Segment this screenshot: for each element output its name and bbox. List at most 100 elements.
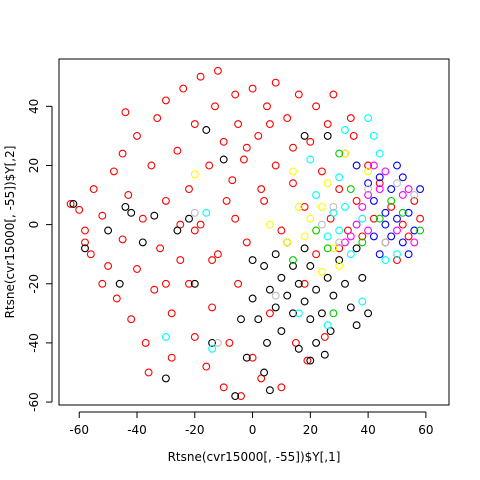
data-point	[202, 126, 211, 134]
data-point	[260, 368, 269, 377]
data-point	[381, 256, 390, 265]
data-point	[231, 90, 240, 99]
data-point	[364, 191, 373, 199]
data-point	[364, 226, 373, 235]
data-point	[277, 327, 286, 336]
data-point	[317, 309, 326, 318]
data-point	[323, 120, 332, 129]
data-point	[369, 161, 378, 170]
data-point	[260, 262, 269, 270]
data-point	[121, 202, 130, 211]
data-point	[208, 344, 217, 353]
data-point	[393, 214, 401, 223]
data-point	[150, 211, 159, 220]
data-point	[335, 173, 344, 182]
data-point	[306, 155, 315, 164]
data-point	[358, 202, 367, 211]
data-point	[190, 170, 199, 179]
data-point	[260, 196, 269, 205]
data-point	[234, 279, 243, 288]
y-tick-label: 0	[27, 221, 41, 229]
data-point	[381, 220, 390, 229]
data-point	[387, 196, 396, 205]
data-point	[294, 279, 303, 288]
data-point	[133, 131, 141, 140]
x-axis: -60 -40 -20 0 20 40 60	[69, 411, 434, 437]
data-point	[254, 131, 263, 140]
x-tick-label: -20	[185, 423, 205, 437]
data-point	[387, 185, 396, 194]
data-point	[375, 173, 384, 182]
data-point	[118, 149, 127, 158]
data-point	[329, 291, 338, 300]
data-point	[352, 321, 361, 330]
data-point	[213, 66, 222, 75]
data-point	[404, 208, 413, 217]
data-point	[317, 220, 326, 229]
data-point	[161, 374, 170, 383]
data-point	[320, 350, 329, 359]
data-point	[387, 202, 396, 211]
data-point	[393, 250, 401, 259]
data-point	[225, 338, 234, 347]
data-point	[375, 179, 384, 188]
data-point	[144, 368, 153, 377]
data-point	[75, 205, 84, 214]
data-point	[346, 303, 355, 312]
data-point	[69, 199, 78, 208]
data-point	[381, 238, 390, 247]
data-point	[375, 149, 384, 158]
data-point	[349, 131, 358, 140]
y-axis: -60 -40 -20 0 20 40	[27, 99, 53, 412]
data-point	[335, 244, 344, 253]
data-point	[81, 238, 89, 247]
data-point	[393, 161, 401, 170]
data-point	[364, 179, 373, 188]
data-point	[242, 143, 251, 152]
data-point	[277, 383, 286, 392]
data-point	[283, 291, 292, 300]
x-tick-label: -40	[127, 423, 147, 437]
data-point	[300, 279, 309, 288]
x-tick-label: 20	[303, 423, 318, 437]
data-point	[121, 108, 130, 117]
data-point	[329, 202, 338, 211]
data-point	[398, 208, 407, 217]
data-point	[167, 309, 176, 318]
data-point	[375, 185, 384, 194]
data-point	[205, 161, 214, 170]
data-point	[410, 191, 419, 199]
data-point	[109, 167, 118, 176]
data-point	[398, 220, 407, 229]
data-point	[104, 262, 113, 270]
data-point	[306, 262, 315, 270]
data-point	[341, 126, 349, 134]
data-point	[335, 262, 344, 270]
data-point	[341, 202, 349, 211]
data-point	[352, 196, 361, 205]
data-point	[323, 179, 332, 188]
data-point	[242, 238, 251, 247]
data-point	[104, 226, 113, 235]
data-point	[393, 179, 401, 188]
data-point	[190, 120, 199, 129]
data-point	[369, 196, 378, 205]
data-point	[161, 196, 170, 205]
data-point	[190, 226, 199, 235]
data-point	[323, 131, 332, 140]
y-tick-label: -60	[27, 392, 41, 412]
data-point	[294, 202, 303, 211]
data-point	[208, 303, 217, 312]
data-point	[263, 102, 271, 111]
data-point	[306, 315, 315, 324]
data-point	[375, 250, 384, 259]
data-point	[219, 137, 228, 146]
data-point	[283, 114, 292, 123]
data-point	[190, 333, 199, 341]
data-point	[341, 149, 349, 158]
data-point	[312, 250, 321, 259]
data-point	[81, 226, 89, 235]
data-point	[416, 226, 425, 235]
data-point	[346, 185, 355, 194]
